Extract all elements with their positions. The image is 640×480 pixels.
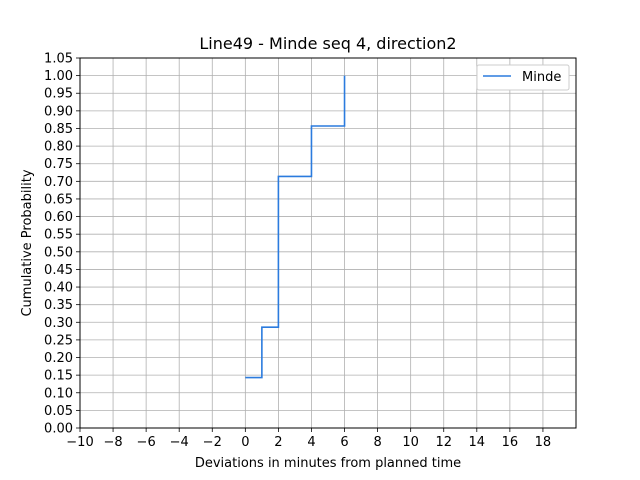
y-tick-label: 0.70 <box>44 175 73 190</box>
chart-title: Line49 - Minde seq 4, direction2 <box>199 34 456 53</box>
y-tick-label: 0.40 <box>44 281 73 296</box>
x-tick-label: 0 <box>241 435 249 450</box>
x-tick-label: −10 <box>66 435 93 450</box>
y-tick-label: 0.10 <box>44 386 73 401</box>
y-tick-label: 0.25 <box>44 333 73 348</box>
x-tick-label: −4 <box>170 435 189 450</box>
x-tick-label: −2 <box>203 435 222 450</box>
y-tick-label: 0.45 <box>44 263 73 278</box>
y-ticks: 0.00 0.05 0.10 0.15 0.20 0.25 0.30 0.35 0.40 0.45… <box>44 52 80 437</box>
y-tick-label: 0.15 <box>44 369 73 384</box>
y-tick-label: 0.35 <box>44 298 73 313</box>
x-tick-label: 18 <box>535 435 552 450</box>
y-tick-label: 0.55 <box>44 228 73 243</box>
y-tick-label: 1.05 <box>44 52 73 67</box>
y-tick-label: 0.90 <box>44 104 73 119</box>
y-tick-label: 0.60 <box>44 210 73 225</box>
x-axis-title: Deviations in minutes from planned time <box>195 456 461 471</box>
series-line-minde <box>245 75 346 379</box>
y-tick-label: 1.00 <box>44 69 73 84</box>
y-tick-label: 0.75 <box>44 157 73 172</box>
y-tick-label: 0.05 <box>44 404 73 419</box>
legend-label: Minde <box>522 70 561 85</box>
y-tick-label: 0.00 <box>44 422 73 437</box>
x-tick-label: 14 <box>469 435 486 450</box>
x-tick-label: −8 <box>103 435 122 450</box>
y-tick-label: 0.95 <box>44 87 73 102</box>
y-axis-title: Cumulative Probability <box>20 169 35 316</box>
x-ticks: −10 −8 −6 −4 −2 0 2 4 6 8 10 12 14 16 18 <box>66 428 551 450</box>
x-tick-label: 10 <box>402 435 419 450</box>
legend-box <box>476 64 570 91</box>
x-tick-label: 8 <box>373 435 381 450</box>
x-tick-label: 12 <box>435 435 452 450</box>
y-tick-label: 0.65 <box>44 192 73 207</box>
x-tick-label: 16 <box>502 435 519 450</box>
y-tick-label: 0.85 <box>44 122 73 137</box>
legend: Minde <box>476 64 570 91</box>
y-tick-label: 0.50 <box>44 245 73 260</box>
y-tick-label: 0.30 <box>44 316 73 331</box>
plot-frame <box>79 57 577 429</box>
y-tick-label: 0.20 <box>44 351 73 366</box>
x-tick-label: 4 <box>307 435 315 450</box>
x-tick-label: 6 <box>340 435 348 450</box>
x-tick-label: −6 <box>137 435 156 450</box>
series-layer <box>245 75 346 379</box>
x-tick-label: 2 <box>274 435 282 450</box>
y-tick-label: 0.80 <box>44 140 73 155</box>
